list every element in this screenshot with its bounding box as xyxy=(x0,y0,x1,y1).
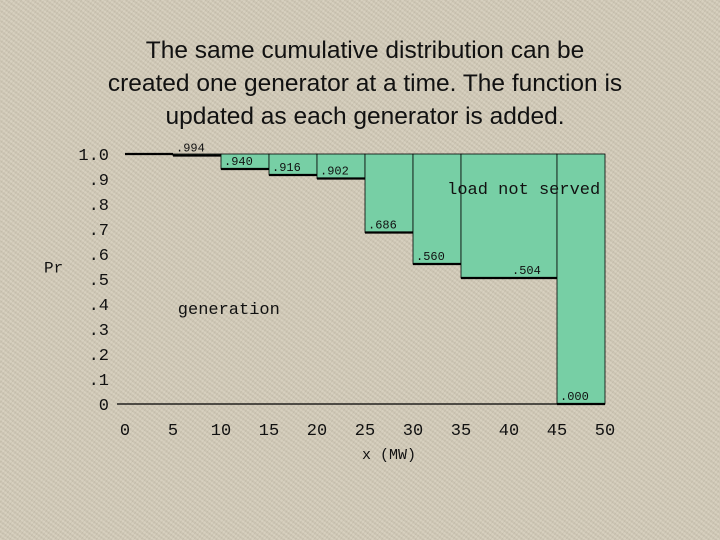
title-line-2: created one generator at a time. The fun… xyxy=(107,70,623,97)
step-label-3: .902 xyxy=(320,165,349,179)
load-not-served-region xyxy=(172,153,606,405)
y-tick-labels: 0 .1 .2 .3 .4 .5 .6 .7 .8 .9 1.0 xyxy=(78,147,109,416)
x-tick-label-3: 15 xyxy=(259,422,279,441)
y-tick-label-2: .2 xyxy=(89,347,109,366)
y-tick-label-5: .5 xyxy=(89,272,109,291)
x-axis-label: x (MW) xyxy=(362,447,416,464)
fill-segment-7 xyxy=(460,153,558,279)
step-label-7: .000 xyxy=(560,390,589,404)
x-tick-label-7: 35 xyxy=(451,422,471,441)
y-tick-label-9: .9 xyxy=(89,172,109,191)
fill-segment-8 xyxy=(556,153,606,405)
annotation-0: load not served xyxy=(447,181,600,200)
y-axis-label: Pr xyxy=(44,260,63,278)
step-label-1: .940 xyxy=(224,155,253,169)
x-tick-label-0: 0 xyxy=(120,422,130,441)
title-line-1: The same cumulative distribution can be xyxy=(145,37,585,64)
y-tick-label-3: .3 xyxy=(89,322,109,341)
y-tick-label-10: 1.0 xyxy=(78,147,109,166)
step-label-5: .560 xyxy=(416,250,445,264)
x-tick-label-6: 30 xyxy=(403,422,423,441)
fill-segment-6 xyxy=(412,153,462,265)
y-tick-label-8: .8 xyxy=(89,197,109,216)
annotations: load not served generation xyxy=(178,181,600,320)
x-tick-label-5: 25 xyxy=(355,422,375,441)
x-tick-label-10: 50 xyxy=(595,422,615,441)
step-label-2: .916 xyxy=(272,161,301,175)
step-label-0: .994 xyxy=(176,142,205,156)
x-tick-label-1: 5 xyxy=(168,422,178,441)
x-tick-label-2: 10 xyxy=(211,422,231,441)
y-tick-label-6: .6 xyxy=(89,247,109,266)
step-value-labels: .994 .940 .916 .902 .686 .560 .504 .000 xyxy=(176,142,589,405)
x-tick-label-4: 20 xyxy=(307,422,327,441)
slide-title: The same cumulative distribution can be … xyxy=(40,34,690,133)
title-line-3: updated as each generator is added. xyxy=(165,103,565,130)
step-label-4: .686 xyxy=(368,219,397,233)
x-tick-label-9: 45 xyxy=(547,422,567,441)
x-tick-labels: 0 5 10 15 20 25 30 35 40 45 50 xyxy=(120,422,615,441)
y-tick-label-7: .7 xyxy=(89,222,109,241)
step-label-6: .504 xyxy=(512,264,541,278)
y-tick-label-1: .1 xyxy=(89,372,109,391)
y-tick-label-4: .4 xyxy=(89,297,109,316)
annotation-1: generation xyxy=(178,301,280,320)
y-tick-label-0: 0 xyxy=(99,397,109,416)
x-tick-label-8: 40 xyxy=(499,422,519,441)
